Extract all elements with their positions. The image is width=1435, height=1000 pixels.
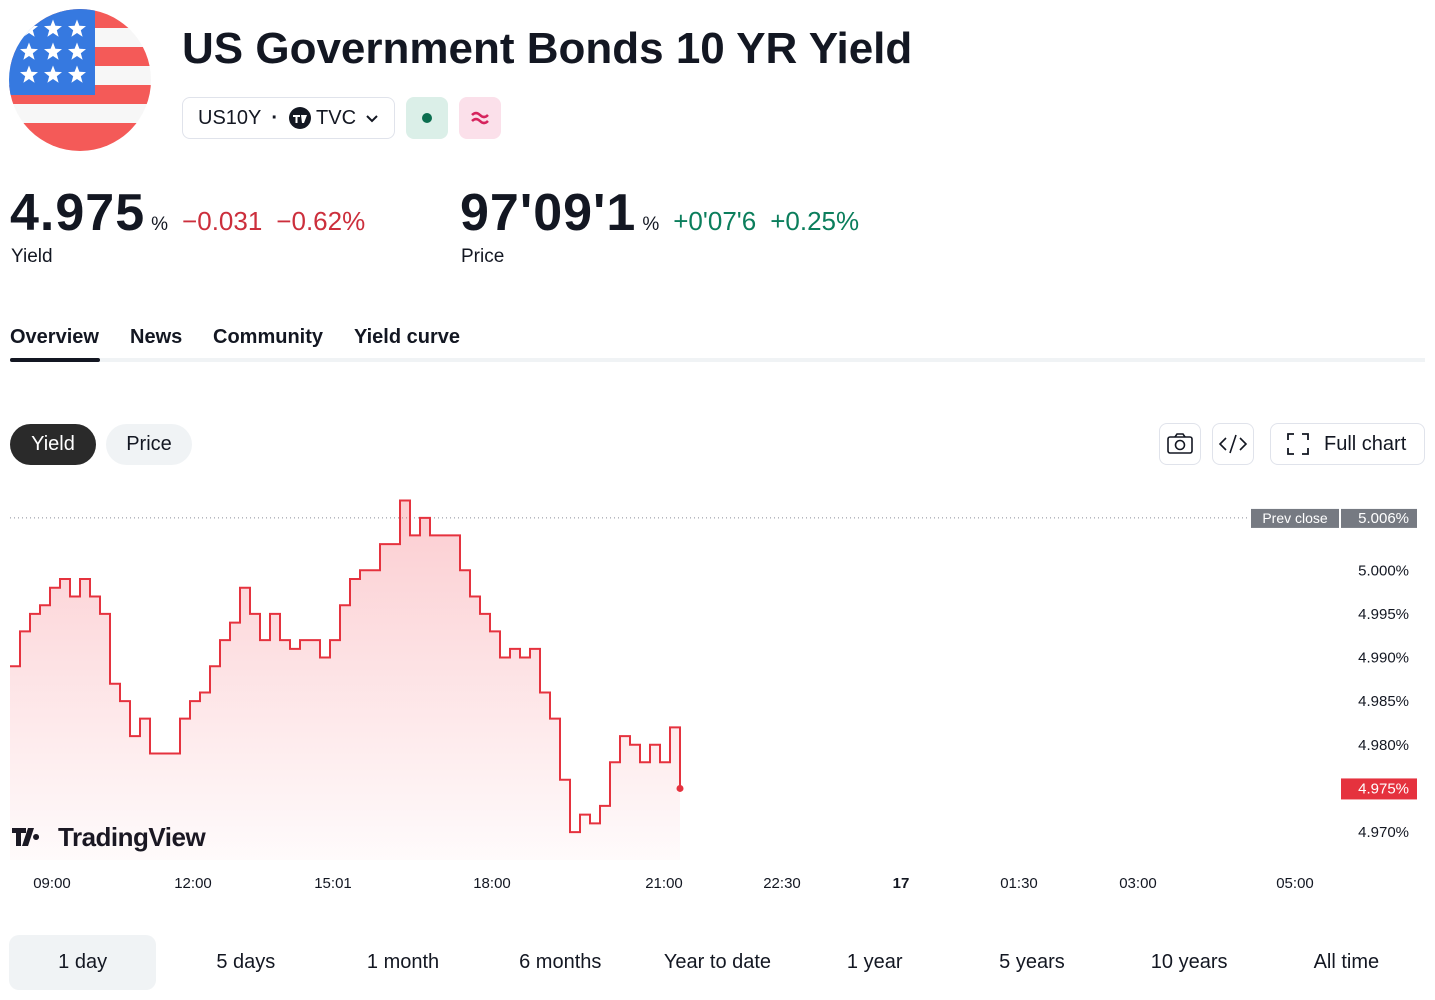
embed-button[interactable] [1212, 423, 1254, 465]
chevron [366, 115, 378, 123]
y-tick-label: 4.985% [1358, 693, 1409, 710]
x-tick-label: 05:00 [1276, 875, 1314, 892]
x-tick-label: 18:00 [473, 875, 511, 892]
x-tick-label: 09:00 [33, 875, 71, 892]
separator: · [271, 106, 279, 129]
last-point [676, 784, 684, 792]
symbol: US10Y [198, 106, 262, 129]
title: US Government Bonds 10 YR Yield [182, 24, 913, 73]
line-series [10, 499, 681, 834]
tab[interactable]: News [130, 326, 183, 348]
flag-star [20, 65, 38, 83]
quote: 4.975% −0.031 −0.62% [10, 183, 365, 243]
full-chart-button[interactable]: Full chart [1270, 423, 1425, 465]
delay-badge[interactable] [459, 97, 501, 139]
prev-close-badge [1251, 508, 1339, 528]
range-button[interactable]: 10 years [1150, 951, 1228, 973]
y-tick-label: 5.000% [1358, 562, 1409, 579]
area-fill [10, 500, 680, 860]
x-tick-label: 22:30 [763, 875, 801, 892]
chart: 4.970% 4.975% 4.980% 4.985% 4.990% 4.995% 5.00… [10, 499, 1417, 892]
y-tick-label: 4.970% [1358, 824, 1409, 841]
flag-icon [9, 9, 151, 151]
y-tick-label: 4.990% [1358, 650, 1409, 667]
code-icon [1218, 434, 1248, 454]
quote-unit: % [151, 214, 169, 235]
last-value-badge [1341, 778, 1417, 800]
quote-change: −0.031 [182, 206, 263, 236]
quote-change-pct: −0.62% [276, 206, 366, 236]
x-tick-label: 12:00 [174, 875, 212, 892]
x-tick-label: 03:00 [1119, 875, 1157, 892]
x-tick-label: 15:01 [314, 875, 352, 892]
quote-label: Yield [11, 246, 53, 267]
toggle-button[interactable]: Price [106, 424, 192, 465]
tab[interactable]: Yield curve [354, 326, 460, 348]
camera-icon [1167, 433, 1193, 454]
snapshot-button[interactable] [1159, 423, 1201, 465]
prev-close-value-badge [1341, 508, 1417, 528]
flag-star [20, 42, 38, 60]
x-tick-label: 17 [893, 875, 910, 892]
tab[interactable]: Overview [10, 326, 99, 348]
approx-icon [471, 111, 489, 125]
status-dot [422, 113, 432, 123]
range-button[interactable]: 1 day [9, 935, 157, 990]
quote-value: 97'09'1 [460, 184, 637, 242]
flag-star [68, 42, 86, 60]
range-button[interactable]: 1 month [366, 951, 440, 973]
range-button[interactable]: 6 months [519, 951, 602, 973]
x-tick-label: 01:30 [1000, 875, 1038, 892]
quote-value: 4.975 [10, 184, 146, 242]
market-status[interactable] [406, 97, 448, 139]
quote-unit: % [642, 214, 660, 235]
exchange: TVC [316, 106, 357, 129]
y-tick-label: 4.995% [1358, 606, 1409, 623]
flag-star [68, 19, 86, 37]
flag-star [68, 65, 86, 83]
range-button[interactable]: 1 year [846, 951, 903, 973]
range-button[interactable]: All time [1313, 951, 1380, 973]
quote-label: Price [461, 246, 505, 267]
last-value-label: 4.975% [1358, 780, 1409, 797]
x-tick-label: 21:00 [645, 875, 683, 892]
quote: 97'09'1% +0'07'6 +0.25% [460, 183, 859, 243]
flag-star [44, 42, 62, 60]
symbol-selector[interactable]: US10Y · TVC [182, 97, 395, 139]
toggle-button[interactable]: Yield [10, 424, 96, 465]
fullscreen-icon [1287, 433, 1309, 455]
tabs-rule [10, 358, 1425, 362]
y-tick-label: 4.980% [1358, 737, 1409, 754]
exchange-icon [289, 107, 312, 129]
flag-star [44, 19, 62, 37]
flag-star [44, 65, 62, 83]
tab-active-underline [10, 358, 100, 362]
tab[interactable]: Community [213, 326, 323, 348]
prev-close-name: Prev close [1262, 510, 1328, 526]
quote-change-pct: +0.25% [770, 206, 860, 236]
quote-change: +0'07'6 [673, 206, 757, 236]
range-button[interactable]: 5 years [999, 951, 1065, 973]
range-button[interactable]: Year to date [663, 951, 772, 973]
range-button[interactable]: 5 days [216, 951, 276, 973]
prev-close-value: 5.006% [1358, 510, 1409, 527]
full-chart-label: Full chart [1324, 432, 1407, 455]
